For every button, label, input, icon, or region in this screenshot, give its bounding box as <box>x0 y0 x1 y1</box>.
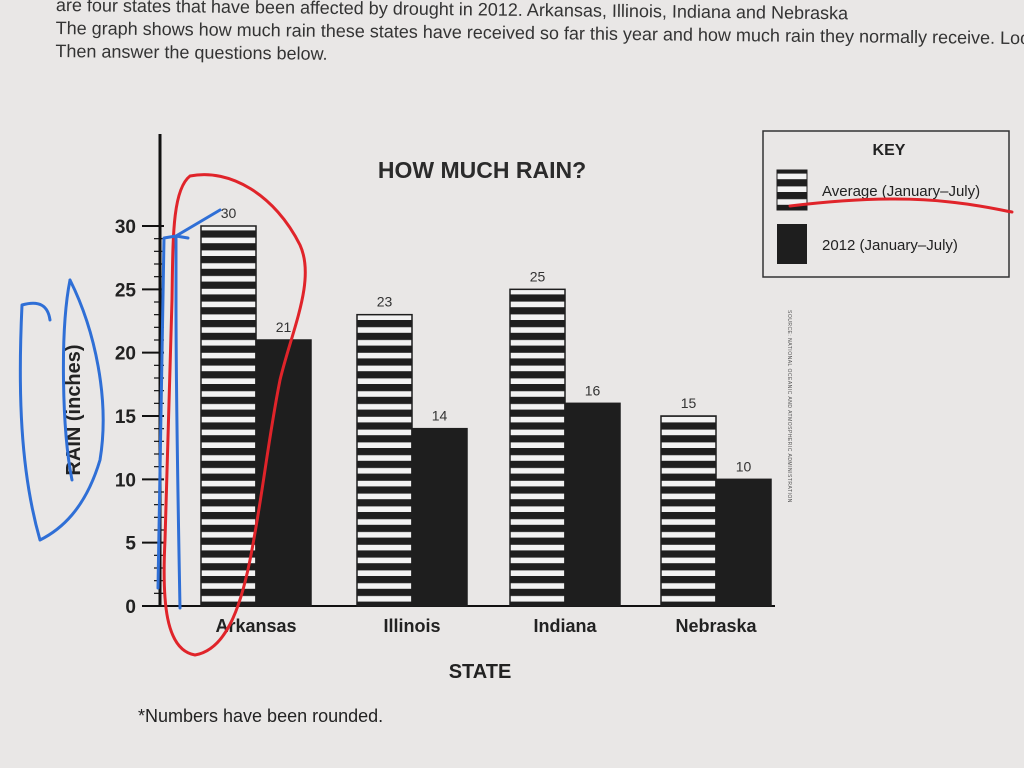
bars <box>200 225 772 607</box>
bar-2012 <box>564 402 621 607</box>
bar-average <box>509 288 566 607</box>
x-category-label: Nebraska <box>675 616 757 636</box>
bar-2012 <box>411 427 468 607</box>
legend-label-average: Average (January–July) <box>822 183 980 200</box>
legend-label-2012: 2012 (January–July) <box>822 237 958 254</box>
bar-average <box>356 313 413 607</box>
y-axis-title: RAIN (inches) <box>63 344 85 475</box>
red-underline-annotation <box>788 197 1014 214</box>
bar-value-label: 10 <box>736 458 752 474</box>
y-tick-label: 0 <box>125 597 136 618</box>
bar-average <box>200 225 257 607</box>
x-axis-title: STATE <box>449 661 512 683</box>
y-tick-label: 10 <box>115 470 136 491</box>
data-labels: 30 21 Arkansas 23 14 Illinois 25 16 Indiana 15 10 N… <box>215 205 757 636</box>
y-tick-label: 5 <box>125 534 136 555</box>
bar-2012 <box>715 478 772 607</box>
x-category-label: Arkansas <box>215 616 296 636</box>
bar-value-label: 15 <box>681 395 697 411</box>
blue-arrow-annotation <box>156 208 222 610</box>
chart-title: HOW MUCH RAIN? <box>378 157 586 183</box>
x-category-label: Indiana <box>533 616 597 636</box>
y-tick-label: 15 <box>115 407 137 428</box>
bar-value-label: 30 <box>221 205 237 221</box>
bar-2012 <box>255 339 312 607</box>
red-circle-annotation <box>162 173 307 657</box>
bar-average <box>660 415 717 607</box>
bar-value-label: 16 <box>585 382 601 398</box>
bar-value-label: 23 <box>377 294 393 310</box>
legend-box <box>762 130 1010 278</box>
hand-annotations <box>18 173 1014 657</box>
y-tick-label: 30 <box>115 217 136 238</box>
x-category-label: Illinois <box>383 616 440 636</box>
legend-swatch-2012 <box>777 224 807 264</box>
legend-title: KEY <box>873 142 906 159</box>
bar-value-label: 21 <box>276 319 292 335</box>
bar-value-label: 25 <box>530 268 546 284</box>
y-tick-label: 25 <box>115 280 137 301</box>
blue-bracket-annotation <box>18 278 105 542</box>
footnote: *Numbers have been rounded. <box>138 706 384 726</box>
y-tick-label: 20 <box>115 344 136 365</box>
legend: KEY Average (January–July) 2012 (January… <box>762 130 1010 278</box>
source-note: SOURCE: NATIONAL OCEANIC AND ATMOSPHERIC… <box>786 310 792 503</box>
bar-value-label: 14 <box>432 408 448 424</box>
